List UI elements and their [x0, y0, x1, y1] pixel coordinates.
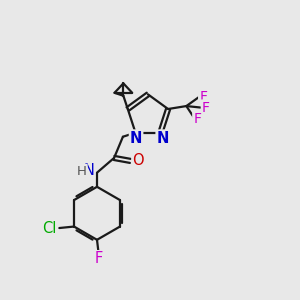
Text: N: N — [83, 163, 94, 178]
Text: F: F — [199, 90, 207, 104]
Text: F: F — [202, 100, 210, 115]
Text: F: F — [193, 112, 201, 126]
Text: Cl: Cl — [42, 220, 57, 236]
Text: N: N — [157, 130, 169, 146]
Text: F: F — [94, 251, 103, 266]
Text: O: O — [132, 153, 144, 168]
Text: H: H — [77, 165, 87, 178]
Text: N: N — [130, 130, 142, 146]
